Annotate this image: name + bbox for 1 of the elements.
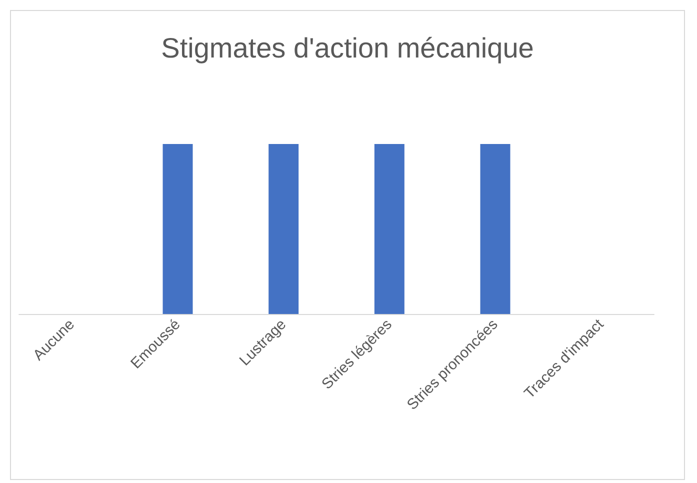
chart-title: Stigmates d'action mécanique bbox=[161, 32, 534, 64]
